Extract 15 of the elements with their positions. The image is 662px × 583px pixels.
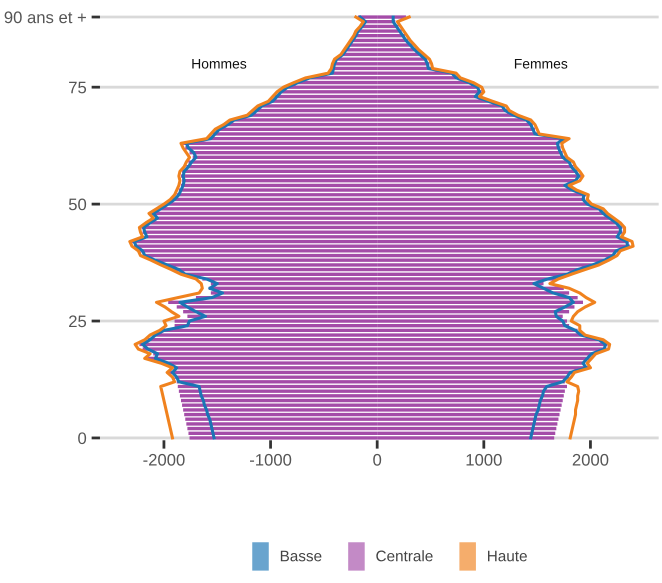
y-tick-label: 50 <box>68 198 86 210</box>
y-tick-label: 75 <box>69 82 86 94</box>
y-tick-label: 90 ans et + <box>4 11 86 24</box>
legend-label: Centrale <box>376 550 433 562</box>
legend-label: Haute <box>488 550 527 562</box>
x-tick-label: 1000 <box>466 454 502 466</box>
x-tick-label: 2000 <box>572 454 608 466</box>
annotation: Femmes <box>514 58 568 69</box>
legend-label: Basse <box>280 550 322 562</box>
x-tick-label: -2000 <box>143 454 185 466</box>
x-tick-label: -1000 <box>250 454 292 466</box>
x-tick-label: 0 <box>373 454 382 466</box>
annotation: Hommes <box>192 58 246 69</box>
y-tick-label: 0 <box>78 432 86 444</box>
y-tick-label: 25 <box>69 315 86 328</box>
